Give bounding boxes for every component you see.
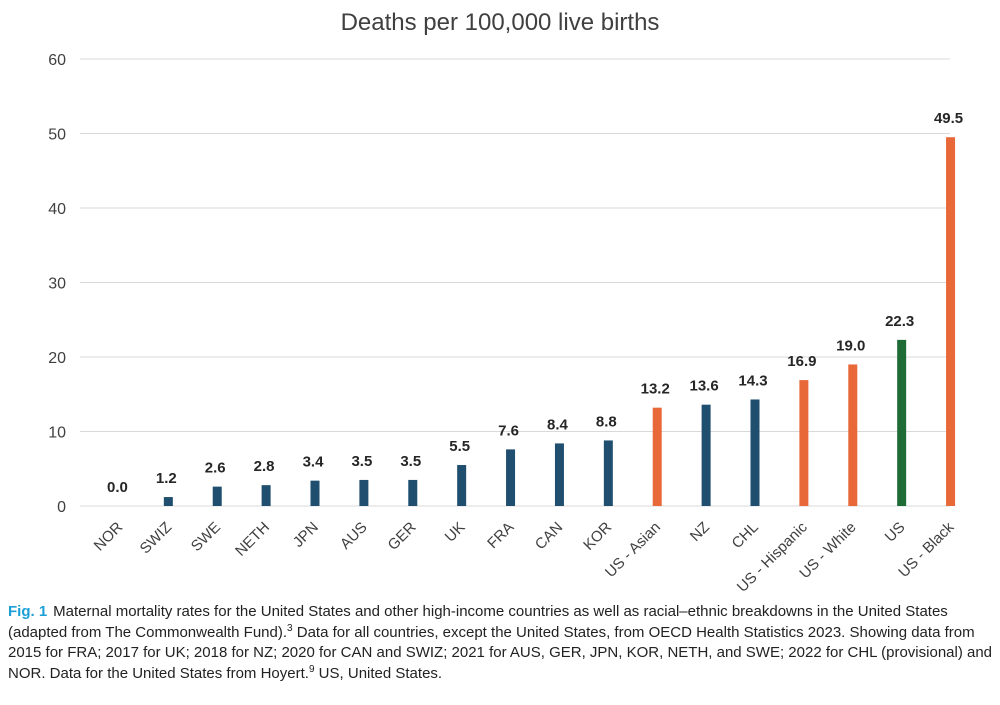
caption-text-3: US, United States.	[314, 664, 443, 682]
x-tick-label: SWIZ	[137, 519, 176, 558]
bar	[701, 404, 711, 506]
x-tick-label: CAN	[532, 519, 566, 553]
data-label: 49.5	[934, 110, 963, 127]
bar	[652, 407, 662, 506]
caption-text-1: Maternal mortality rates for the United …	[8, 603, 948, 641]
data-label: 2.6	[205, 460, 226, 477]
data-label: 8.8	[596, 413, 617, 430]
data-label: 7.6	[498, 422, 519, 439]
data-label: 3.5	[400, 453, 421, 470]
data-label: 0.0	[107, 479, 128, 496]
bar	[750, 399, 760, 506]
reference-3[interactable]: 3	[287, 622, 293, 634]
x-tick-label: GER	[385, 519, 420, 554]
data-label: 1.2	[156, 470, 177, 487]
data-label: 16.9	[787, 353, 816, 370]
figure-label: Fig. 1	[8, 603, 48, 620]
x-tick-label: KOR	[580, 519, 615, 554]
bar	[457, 465, 467, 506]
bar	[799, 380, 809, 506]
bar	[163, 497, 173, 506]
data-label: 3.5	[351, 453, 372, 470]
y-tick-label: 30	[48, 276, 66, 293]
y-tick-label: 50	[48, 127, 66, 144]
data-label: 19.0	[836, 337, 865, 354]
x-tick-label: US	[882, 519, 909, 546]
y-tick-label: 40	[48, 201, 66, 218]
data-label: 13.6	[690, 378, 719, 395]
caption-text-2: Data for all countries, except the Unite…	[8, 623, 993, 682]
data-label: 2.8	[254, 458, 275, 475]
bar	[310, 480, 320, 506]
data-label: 8.4	[547, 416, 569, 433]
data-label: 3.4	[303, 454, 325, 471]
x-tick-label: UK	[442, 519, 469, 546]
x-tick-label: NETH	[232, 519, 273, 560]
y-tick-label: 10	[48, 425, 66, 442]
x-tick-label: FRA	[484, 519, 517, 552]
x-tick-label: CHL	[729, 519, 762, 552]
y-tick-label: 0	[57, 499, 66, 516]
reference-9[interactable]: 9	[308, 663, 315, 675]
x-tick-label: NOR	[91, 519, 127, 555]
bar	[897, 339, 907, 506]
y-tick-label: 20	[48, 350, 66, 367]
bar	[603, 440, 613, 506]
bar	[212, 486, 222, 506]
bar	[506, 449, 516, 506]
bar-chart: Deaths per 100,000 live births 0 10 20 30 40…	[48, 9, 963, 596]
data-label: 13.2	[641, 381, 670, 398]
y-tick-label: 60	[48, 52, 66, 69]
bar	[946, 137, 956, 506]
x-tick-label: AUS	[337, 519, 371, 553]
data-label: 5.5	[449, 438, 470, 455]
chart-title: Deaths per 100,000 live births	[341, 9, 660, 36]
data-label: 14.3	[738, 372, 767, 389]
x-tick-label: NZ	[687, 519, 713, 545]
figure-caption: Fig. 1 Maternal mortality rates for the U…	[8, 602, 994, 684]
bar	[848, 364, 858, 506]
bar	[359, 479, 369, 506]
bar	[408, 479, 418, 506]
bar	[261, 485, 271, 506]
x-tick-label: JPN	[290, 519, 322, 551]
bar	[554, 443, 564, 506]
x-tick-label: SWE	[188, 519, 224, 555]
data-label: 22.3	[885, 313, 914, 330]
